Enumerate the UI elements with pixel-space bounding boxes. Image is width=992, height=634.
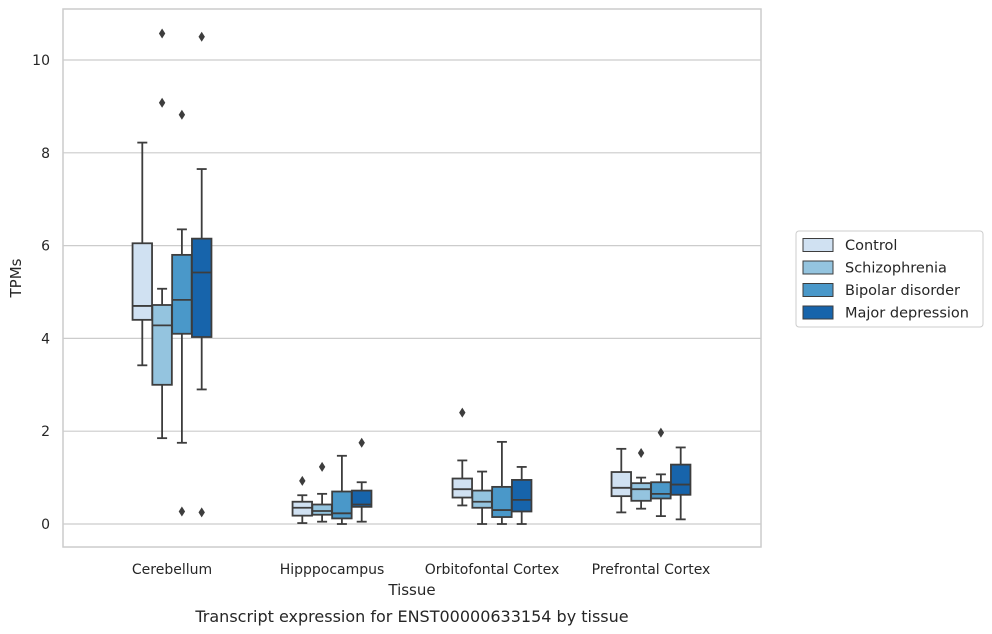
- legend-swatch: [802, 283, 834, 297]
- box: [311, 503, 333, 516]
- box-plot-group: [131, 141, 153, 367]
- y-tick-label: 10: [32, 53, 50, 69]
- legend-label: Bipolar disorder: [845, 283, 960, 299]
- legend-swatch: [802, 260, 834, 275]
- box-plot-group: [171, 109, 193, 517]
- box-plot-group: [151, 28, 173, 440]
- box-plot-group: [331, 454, 353, 525]
- outlier-marker: [198, 507, 205, 518]
- legend-label: Schizophrenia: [845, 261, 947, 277]
- box-plot-group: [650, 427, 672, 518]
- box-plot-group: [610, 447, 632, 514]
- box-plot-group: [511, 466, 533, 525]
- outlier-marker: [178, 109, 186, 120]
- outlier-marker: [358, 437, 365, 448]
- x-tick-label: Hipppocampus: [280, 562, 385, 578]
- y-tick-label: 8: [41, 146, 50, 162]
- box: [291, 500, 313, 517]
- box: [491, 485, 513, 518]
- box: [331, 490, 353, 520]
- box: [650, 481, 672, 500]
- plot-frame: [62, 8, 762, 548]
- legend-label: Major depression: [845, 306, 969, 322]
- legend-frame: [795, 230, 984, 328]
- y-tick-label: 2: [41, 424, 50, 440]
- legend-swatch: [802, 305, 834, 320]
- box-plot-group: [351, 437, 373, 523]
- outlier-marker: [299, 475, 306, 486]
- y-tick-label: 4: [41, 331, 50, 347]
- box: [351, 489, 373, 508]
- x-tick-label: Prefrontal Cortex: [592, 562, 711, 578]
- box: [511, 479, 533, 513]
- box: [670, 463, 692, 496]
- box-plot-group: [670, 446, 692, 521]
- x-tick-labels: Cerebellum Hipppocampus Orbitofontal Corte…: [132, 562, 710, 578]
- box: [471, 489, 493, 509]
- legend-label: Control: [845, 238, 897, 254]
- gridlines: [63, 59, 761, 525]
- y-axis-title: TPMs: [7, 258, 25, 298]
- box-plot-group: [191, 31, 213, 518]
- legend-swatch: [802, 238, 834, 252]
- box: [191, 237, 213, 338]
- legend: Control Schizophrenia Bipolar disorder Majo…: [795, 230, 984, 328]
- y-tick-label: 6: [41, 239, 50, 255]
- box: [451, 477, 473, 499]
- box: [630, 482, 652, 502]
- y-tick-labels: 0 2 4 6 8 10: [32, 53, 50, 533]
- box-layer: [131, 28, 692, 525]
- box-plot-group: [311, 461, 333, 523]
- x-tick-label: Cerebellum: [132, 562, 212, 578]
- box: [610, 471, 632, 498]
- outlier-marker: [657, 427, 665, 438]
- outlier-marker: [459, 407, 466, 418]
- box-plot-group: [451, 407, 473, 507]
- outlier-marker: [158, 28, 166, 39]
- box-plot-group: [291, 475, 313, 524]
- box-plot-group: [471, 470, 493, 525]
- outlier-marker: [158, 97, 166, 108]
- box: [171, 253, 193, 335]
- outlier-marker: [198, 31, 205, 42]
- box: [151, 304, 173, 386]
- x-tick-label: Orbitofontal Cortex: [425, 562, 560, 578]
- y-tick-label: 0: [41, 517, 50, 533]
- outlier-marker: [318, 461, 326, 472]
- chart-caption: Transcript expression for ENST0000063315…: [194, 607, 628, 626]
- outlier-marker: [178, 506, 186, 517]
- outlier-marker: [637, 448, 645, 459]
- box-plot-group: [630, 448, 652, 510]
- x-axis-title: Tissue: [387, 581, 435, 599]
- box: [131, 242, 153, 321]
- box-plot-group: [491, 440, 513, 525]
